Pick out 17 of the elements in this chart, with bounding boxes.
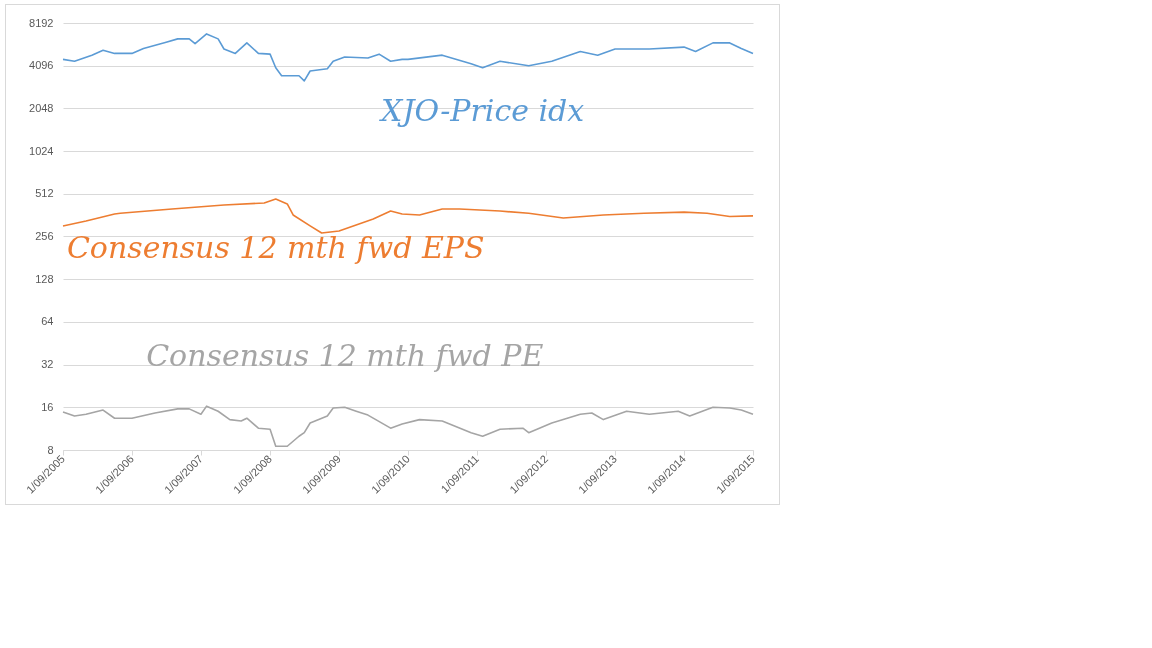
y-tick-label: 64 <box>41 315 54 328</box>
line-series <box>62 198 754 234</box>
y-tick-label: 8192 <box>29 16 54 29</box>
line-series <box>62 405 754 448</box>
series-label: Consensus 12 mth fwd PE <box>146 338 544 374</box>
y-tick-label: 32 <box>41 358 54 371</box>
y-tick-label: 4096 <box>29 59 54 72</box>
y-tick-label: 2048 <box>29 101 54 114</box>
y-tick-label: 16 <box>41 400 54 413</box>
line-series <box>62 33 754 82</box>
y-tick-label: 1024 <box>29 144 54 157</box>
y-tick-label: 128 <box>35 272 54 285</box>
y-tick-label: 8 <box>47 443 54 456</box>
series-label: Consensus 12 mth fwd EPS <box>66 230 485 266</box>
y-tick-label: 256 <box>35 230 54 242</box>
series-label: XJO-Price idx <box>379 92 585 128</box>
y-tick-label: 512 <box>35 187 54 200</box>
